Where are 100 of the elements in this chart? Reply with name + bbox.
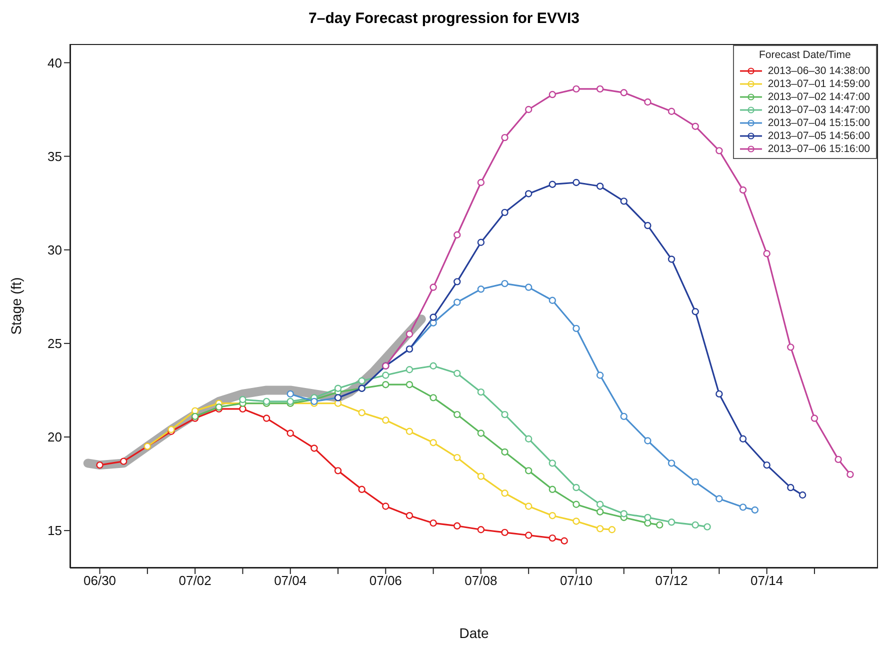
point	[834, 456, 842, 464]
point	[477, 526, 485, 534]
point	[454, 370, 461, 377]
point	[524, 190, 532, 198]
x-tick-label: 07/06	[369, 573, 402, 588]
point	[572, 500, 580, 508]
point	[477, 178, 485, 186]
point	[501, 448, 508, 456]
point	[501, 410, 508, 418]
point	[716, 495, 723, 502]
point	[501, 528, 508, 536]
point	[406, 366, 414, 374]
point	[548, 460, 556, 467]
point	[406, 381, 414, 388]
point	[620, 89, 628, 96]
point	[787, 484, 794, 492]
y-axis-title: Stage (ft)	[8, 277, 24, 335]
point	[668, 256, 676, 263]
legend-label: 2013–07–06 15:16:00	[768, 142, 870, 154]
point	[524, 284, 532, 291]
x-tick-label: 07/04	[274, 573, 307, 588]
point	[454, 278, 461, 286]
legend-title: Forecast Date/Time	[758, 49, 852, 61]
point	[477, 388, 485, 396]
point	[810, 414, 818, 422]
point	[262, 414, 270, 422]
y-tick-label: 35	[48, 148, 62, 164]
x-tick-label: 07/02	[178, 573, 212, 588]
point	[668, 108, 676, 115]
point	[739, 435, 747, 442]
point	[477, 286, 485, 293]
legend-label: 2013–07–01 14:59:00	[768, 78, 870, 90]
point	[524, 532, 532, 539]
point	[548, 296, 556, 304]
point	[572, 518, 580, 525]
point	[548, 534, 556, 542]
point	[692, 308, 699, 316]
point	[548, 180, 556, 188]
point	[524, 502, 532, 510]
point	[798, 491, 806, 499]
point	[501, 490, 508, 497]
y-tick-label: 40	[48, 55, 62, 70]
point	[406, 330, 414, 338]
point	[477, 472, 485, 480]
point	[596, 372, 604, 379]
y-tick-label: 30	[48, 242, 62, 258]
point	[501, 208, 508, 216]
x-tick-label: 06/30	[84, 573, 116, 588]
point	[739, 186, 747, 194]
point	[310, 444, 318, 452]
point	[644, 437, 652, 444]
point	[358, 409, 366, 416]
point	[692, 478, 699, 486]
point	[846, 470, 854, 478]
point	[454, 410, 461, 418]
x-tick-label: 07/12	[655, 573, 688, 588]
point	[548, 486, 556, 493]
point	[560, 537, 568, 544]
x-tick-label: 07/10	[560, 573, 593, 588]
point	[716, 147, 723, 154]
point	[572, 178, 580, 186]
legend-label: 2013–07–03 14:47:00	[768, 104, 870, 116]
point	[286, 430, 294, 437]
legend-label: 2013–07–04 15:15:00	[768, 116, 870, 128]
point	[596, 85, 604, 93]
point	[501, 280, 508, 288]
point	[524, 106, 532, 114]
legend-label: 2013–06–30 14:38:00	[768, 64, 870, 76]
y-tick-label: 15	[48, 523, 62, 538]
point	[96, 461, 104, 469]
x-tick-label: 07/08	[464, 573, 498, 588]
x-axis-title: Date	[459, 625, 489, 641]
point	[454, 522, 461, 530]
legend-label: 2013–07–02 14:47:00	[768, 90, 870, 102]
point	[430, 519, 437, 527]
point	[382, 381, 390, 388]
point	[644, 98, 652, 106]
point	[358, 486, 366, 493]
point	[334, 400, 342, 407]
point	[704, 523, 711, 530]
point	[656, 521, 664, 529]
point	[572, 85, 580, 93]
point	[477, 238, 485, 246]
point	[787, 344, 794, 351]
point	[358, 377, 366, 384]
point	[454, 231, 461, 238]
point	[608, 526, 616, 534]
point	[572, 484, 580, 492]
point	[524, 435, 532, 442]
point	[406, 428, 414, 435]
point	[501, 134, 508, 142]
point	[430, 394, 437, 402]
point	[668, 460, 676, 467]
point	[406, 512, 414, 520]
point	[548, 512, 556, 520]
point	[454, 298, 461, 306]
point	[286, 390, 294, 398]
y-tick-label: 25	[48, 336, 62, 352]
point	[477, 430, 485, 437]
x-tick-label: 07/14	[750, 573, 784, 588]
